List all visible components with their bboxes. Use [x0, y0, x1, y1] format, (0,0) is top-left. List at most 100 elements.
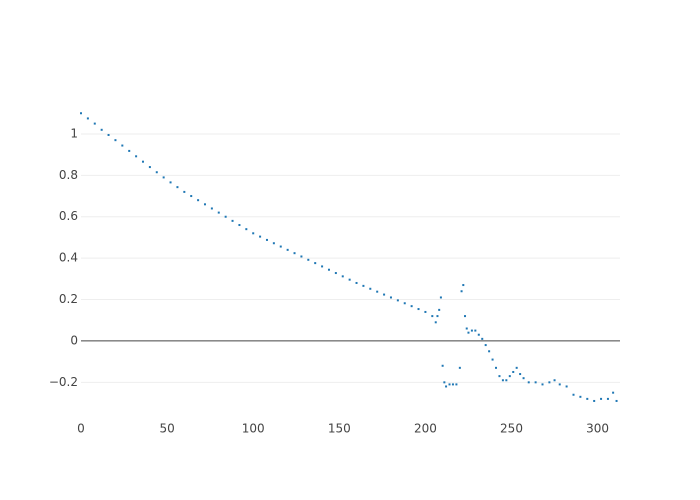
point [441, 364, 444, 367]
point [606, 397, 609, 400]
y-tick-label: −0.2 [49, 375, 78, 389]
point [80, 112, 82, 115]
point [238, 224, 241, 227]
point [586, 397, 589, 400]
point [417, 308, 420, 311]
point [114, 139, 117, 142]
point [593, 399, 596, 402]
x-tick-label: 100 [242, 422, 265, 436]
point [464, 315, 467, 318]
point [481, 337, 484, 340]
point [169, 181, 172, 184]
point [600, 397, 603, 400]
point [231, 219, 234, 222]
point [121, 144, 124, 147]
point [477, 333, 480, 336]
point [460, 290, 463, 293]
point [501, 379, 504, 382]
point [93, 122, 96, 125]
point [434, 321, 437, 324]
point [505, 379, 508, 382]
point [203, 203, 206, 206]
point [355, 281, 358, 284]
x-tick-label: 200 [414, 422, 437, 436]
point [162, 176, 165, 179]
point [100, 128, 103, 131]
point [439, 296, 442, 299]
point [443, 381, 446, 384]
point [512, 370, 515, 373]
point [565, 385, 568, 388]
point [369, 287, 372, 290]
point [293, 252, 296, 255]
y-tick-label: 0.2 [59, 292, 78, 306]
y-tick-label: 0.8 [59, 168, 78, 182]
point [383, 293, 386, 296]
x-tick-label: 150 [328, 422, 351, 436]
point [314, 262, 317, 265]
x-tick-label: 300 [586, 422, 609, 436]
point [321, 265, 324, 268]
y-tick-label: 0.4 [59, 251, 78, 265]
x-tick-label: 250 [500, 422, 523, 436]
point [197, 199, 200, 202]
point [155, 171, 158, 174]
point [141, 160, 144, 163]
point [265, 238, 268, 241]
point [107, 133, 110, 136]
point [334, 272, 337, 275]
point [245, 228, 248, 231]
point [572, 393, 575, 396]
point [558, 383, 561, 386]
point [272, 242, 275, 245]
point [522, 377, 525, 380]
point [341, 275, 344, 278]
point [148, 166, 151, 169]
point [579, 395, 582, 398]
point [615, 399, 618, 402]
point [488, 350, 491, 353]
point [376, 290, 379, 293]
point [403, 302, 406, 305]
point [135, 155, 138, 158]
point [534, 381, 537, 384]
point [86, 117, 89, 120]
point [300, 255, 303, 258]
point [541, 383, 544, 386]
point [515, 366, 518, 369]
x-tick-label: 50 [159, 422, 174, 436]
point [279, 245, 282, 248]
point [362, 284, 365, 287]
point [410, 305, 413, 308]
point [455, 383, 458, 386]
point [484, 344, 487, 347]
point [348, 278, 351, 281]
x-tick-label: 0 [77, 422, 85, 436]
point [286, 248, 289, 251]
point [424, 310, 427, 313]
point [431, 315, 434, 318]
point [474, 329, 477, 332]
point [451, 383, 454, 386]
point [436, 315, 439, 318]
point [176, 186, 179, 189]
point [491, 358, 494, 361]
point [548, 381, 551, 384]
y-tick-label: 0 [70, 333, 78, 347]
point [527, 381, 530, 384]
point [498, 375, 501, 378]
point [224, 215, 227, 218]
point [307, 258, 310, 261]
point [519, 373, 522, 376]
point [389, 296, 392, 299]
y-tick-label: 0.6 [59, 209, 78, 223]
point [462, 284, 465, 287]
point [252, 232, 255, 235]
point [327, 268, 330, 271]
point [495, 366, 498, 369]
y-tick-label: 1 [70, 126, 78, 140]
point [470, 329, 473, 332]
point [190, 195, 193, 198]
point [508, 375, 511, 378]
